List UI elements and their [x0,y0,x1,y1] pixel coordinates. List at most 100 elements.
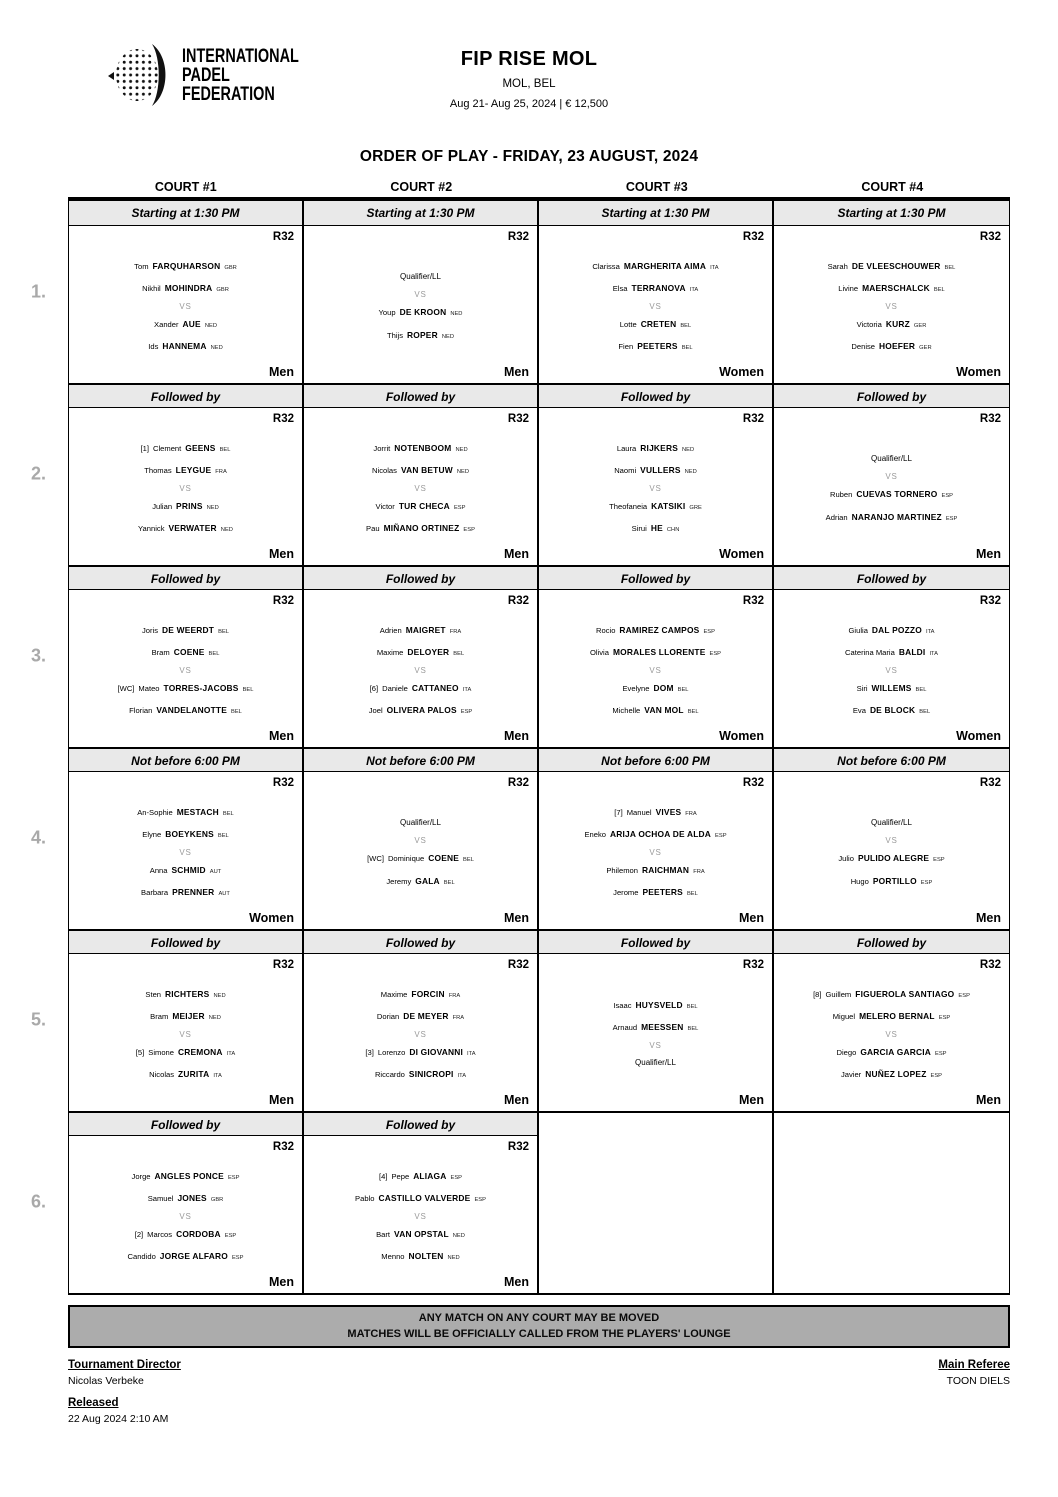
player-first-name: Nicolas [372,466,397,475]
match-cell: R32 Qualifier/LL VS Julio PULIDO ALEGRE ESP Hu… [774,772,1009,929]
player-nationality: FRA [452,1015,465,1021]
row-number: 5. [31,1009,47,1030]
player-nationality: ESP [933,857,945,864]
match-teams: Isaac HUYSVELD BEL Arnaud MEESSEN BEL VS Qualif… [543,978,768,1090]
player-line: Arnaud MEESSEN BEL [543,1016,768,1039]
player-line: Elyne BOEYKENS BEL [73,823,298,846]
player-last-name: SINICROPI [408,1069,454,1079]
category-label: Men [739,1093,764,1107]
round-label: R32 [742,413,764,425]
logo-line-1: INTERNATIONAL [182,45,299,67]
round-label: R32 [507,1141,529,1153]
vs-label: VS [179,847,192,857]
player-first-name: Jorrit [373,443,391,453]
schedule-row: 1. Starting at 1:30 PM R32 Tom FARQUHARSON GB… [31,201,1009,383]
player-line: Riccardo SINICROPI ITA [308,1063,533,1086]
player-last-name: CUEVAS TORNERO [856,489,938,500]
logo-wordmark: INTERNATIONAL PADEL FEDERATION [182,47,299,104]
vs-label: VS [885,472,898,482]
round-label: R32 [272,595,294,607]
player-first-name: An-Sophie [137,807,173,817]
player-line: Livine MAERSCHALCK BEL [778,277,1005,300]
player-line: Olivia MORALES LLORENTE ESP [543,641,768,664]
row-number: 3. [31,645,47,666]
player-line: Dorian DE MEYER FRA [308,1005,533,1028]
match-teams: Adrien MAIGRET FRA Maxime DELOYER BEL VS [6] Dan… [308,614,533,726]
player-first-name: Giulia [848,625,868,635]
player-last-name: DI GIOVANNI [409,1046,464,1057]
player-last-name: TERRANOVA [631,283,686,293]
player-line: Joel OLIVERA PALOS ESP [308,699,533,722]
match-teams: Tom FARQUHARSON GBR Nikhil MOHINDRA GBR VS Xand… [73,250,298,362]
court-header-4: COURT #4 [861,180,924,194]
player-line: [6] Daniele CATTANEO ITA [308,677,533,700]
vs-label: VS [179,665,192,675]
player-line: Bart VAN OPSTAL NED [308,1223,533,1246]
round-label: R32 [742,595,764,607]
player-line: Lotte CRETEN BEL [543,313,768,336]
court-header-3: COURT #3 [625,180,688,194]
vs-label: VS [414,1029,427,1039]
player-first-name: Eva [852,706,866,715]
time-header: Followed by [774,565,1009,590]
category-label: Men [269,365,294,379]
player-nationality: AUT [218,891,230,897]
round-label: R32 [507,413,529,425]
category-label: Women [719,547,764,561]
footer-right: Main Referee TOON DIELS [938,1359,1010,1425]
player-line: An-Sophie MESTACH BEL [73,801,298,824]
document-header: INTERNATIONAL PADEL FEDERATION FIP RISE … [0,0,1058,126]
match-cell: R32 Rocio RAMIREZ CAMPOS ESP Olivia MORALES L… [539,590,774,747]
vs-label: VS [414,290,427,300]
notice-line-1: ANY MATCH ON ANY COURT MAY BE MOVED [418,1312,660,1324]
round-label: R32 [742,777,764,789]
match-teams: Clarissa MARGHERITA AIMA ITA Elsa TERRANOVA I… [543,250,768,362]
player-first-name: Sten [145,989,162,999]
match-cell: R32 Adrien MAIGRET FRA Maxime DELOYER BEL VS [6]… [304,590,539,747]
player-nationality: BEL [944,264,956,271]
match-teams: Giulia DAL POZZO ITA Caterina Maria BALDI ITA… [778,614,1005,726]
schedule-content: COURT #1 COURT #2 COURT #3 COURT #4 1. St… [31,180,1010,1295]
player-line: Julian PRINS NED [73,495,298,518]
player-nationality: BEL [208,651,220,657]
player-last-name: PRINS [176,500,203,511]
player-first-name: Menno [381,1252,405,1261]
round-label: R32 [272,1141,294,1153]
player-nationality: NED [456,469,469,475]
player-nationality: ESP [450,1174,463,1181]
player-last-name: MEESSEN [641,1022,684,1033]
player-line: [3] Lorenzo DI GIOVANNI ITA [308,1041,533,1064]
schedule-row: 6. Followed by R32 Jorge ANGLES PONCE ESP Samu… [31,1111,1009,1293]
round-label: R32 [507,959,529,971]
round-label: R32 [272,777,294,789]
player-nationality: ESP [935,1050,947,1057]
player-nationality: GBR [216,287,229,293]
player-line: Jeremy GALA BEL [308,870,533,893]
player-line: Diego GARCIA GARCIA ESP [778,1041,1005,1064]
time-header: Starting at 1:30 PM [304,201,539,226]
player-nationality: FRA [685,810,697,817]
empty-cell [774,1111,1009,1293]
category-label: Men [739,911,764,925]
player-nationality: GER [913,322,927,329]
player-last-name: ZURITA [178,1069,210,1079]
player-nationality: BEL [677,686,689,693]
player-line: Jorge ANGLES PONCE ESP [73,1165,298,1188]
player-first-name: Arnaud [612,1023,638,1033]
schedule-row: 5. Followed by R32 Sten RICHTERS NED Bram MEIJE… [31,929,1009,1111]
match-teams: Qualifier/LL VS [WC] Dominique COENE BEL Jerem… [308,796,533,908]
player-first-name: Miguel [832,1012,856,1021]
seed-label: [5] [135,1047,145,1057]
match-cell: R32 [1] Clement GEENS BEL Thomas LEYGUE FRA VS Ju… [69,408,304,565]
player-first-name: Naomi [614,466,637,475]
player-last-name: NOLTEN [408,1251,444,1261]
time-header: Followed by [539,929,774,954]
player-last-name: DE VLEESCHOUWER [851,260,941,271]
player-last-name: DE MEYER [403,1011,449,1021]
category-label: Women [719,365,764,379]
player-first-name: Diego [836,1047,857,1057]
player-first-name: Evelyne [622,683,650,693]
event-title: FIP RISE MOL [460,48,598,70]
player-first-name: Olivia [589,648,609,657]
player-last-name: RAICHMAN [641,864,690,875]
